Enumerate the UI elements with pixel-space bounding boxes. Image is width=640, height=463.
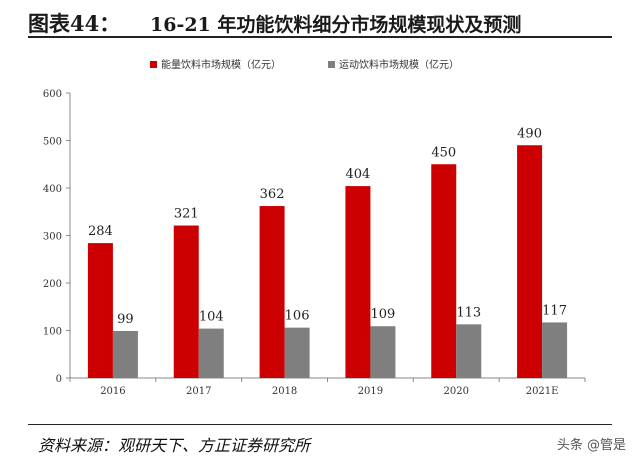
energy-drink-value-label: 404 (346, 167, 371, 182)
x-tick-label: 2020 (444, 386, 469, 397)
sports-drink-bar (284, 327, 310, 378)
energy-drink-value-label: 450 (431, 145, 456, 160)
bar-chart: 能量饮料市场规模（亿元） 运动饮料市场规模（亿元） 0 100 200 300 400 500… (43, 58, 586, 397)
source-note: 资料来源：观研天下、方正证券研究所 (38, 436, 311, 455)
legend-label-0: 能量饮料市场规模（亿元） (161, 58, 281, 71)
x-tick-label: 2018 (272, 386, 297, 397)
energy-drink-bar (87, 243, 113, 378)
x-tick-label: 2021E (526, 386, 559, 397)
energy-drink-bar (173, 225, 199, 378)
x-tick-label: 2016 (100, 386, 125, 397)
chart-container: 能量饮料市场规模（亿元） 运动饮料市场规模（亿元） 0 100 200 300 400 500… (0, 40, 640, 412)
energy-drink-value-label: 362 (260, 187, 285, 202)
sports-drink-bar (112, 330, 138, 378)
legend-swatch-0 (150, 61, 157, 68)
y-tick-label: 400 (43, 184, 62, 195)
sports-drink-value-label: 106 (285, 309, 310, 324)
energy-drink-bar (259, 206, 285, 378)
y-tick-label: 0 (56, 374, 62, 385)
legend-label-1: 运动饮料市场规模（亿元） (339, 58, 459, 71)
energy-drink-value-label: 284 (88, 224, 113, 239)
energy-drink-bar (345, 186, 371, 378)
y-tick-label: 300 (43, 232, 62, 243)
sports-drink-bar (198, 328, 224, 378)
sports-drink-value-label: 104 (199, 310, 224, 325)
y-tick-label: 600 (43, 89, 62, 100)
sports-drink-value-label: 117 (542, 303, 567, 318)
y-tick-label: 100 (43, 327, 62, 338)
x-tick-label: 2019 (358, 386, 383, 397)
watermark: 头条 @管是 (556, 438, 626, 453)
figure-number: 图表44： (28, 11, 121, 36)
y-tick-label: 200 (43, 279, 62, 290)
sports-drink-bar (370, 326, 396, 378)
y-tick-label: 500 (43, 137, 62, 148)
figure-title: 16-21 年功能饮料细分市场规模现状及预测 (150, 14, 522, 36)
sports-drink-value-label: 113 (456, 305, 481, 320)
energy-drink-value-label: 321 (174, 207, 199, 222)
sports-drink-bar (456, 324, 482, 378)
sports-drink-bar (542, 322, 568, 378)
figure-title-bar: 图表44： 16-21 年功能饮料细分市场规模现状及预测 (28, 6, 612, 38)
energy-drink-bar (431, 164, 457, 378)
sports-drink-value-label: 109 (371, 307, 396, 322)
sports-drink-value-label: 99 (117, 312, 134, 327)
energy-drink-bar (517, 145, 543, 378)
energy-drink-value-label: 490 (517, 126, 542, 141)
x-tick-label: 2017 (186, 386, 211, 397)
legend-swatch-1 (328, 61, 335, 68)
source-divider (28, 424, 612, 425)
